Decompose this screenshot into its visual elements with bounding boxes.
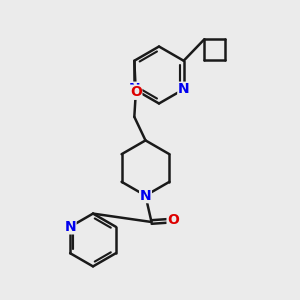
Text: O: O (130, 85, 142, 99)
Text: N: N (140, 189, 151, 202)
Text: N: N (64, 220, 76, 234)
Text: N: N (178, 82, 190, 96)
Text: O: O (167, 214, 179, 227)
Text: N: N (128, 82, 140, 96)
